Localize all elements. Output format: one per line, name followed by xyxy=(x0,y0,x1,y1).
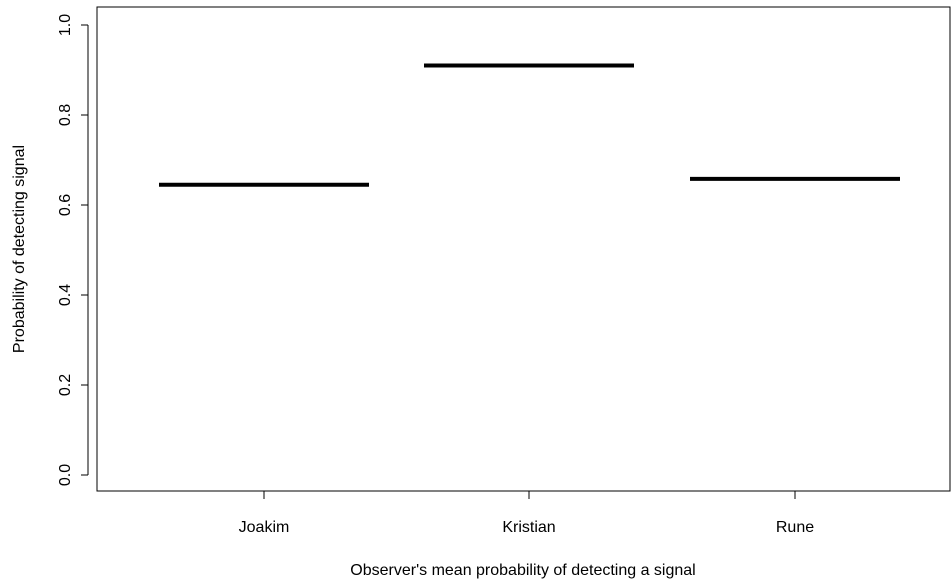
y-tick-label: 0.8 xyxy=(57,104,74,126)
y-axis-label: Probability of detecting signal xyxy=(11,145,28,353)
y-tick-label: 0.0 xyxy=(57,464,74,486)
y-axis: 0.0 0.2 0.4 0.6 0.8 1.0 xyxy=(57,14,89,486)
x-axis-label: Observer's mean probability of detecting… xyxy=(350,562,695,579)
data-segments xyxy=(159,63,900,187)
x-tick-label: Kristian xyxy=(502,519,555,536)
y-tick-label: 1.0 xyxy=(57,14,74,36)
plot-frame xyxy=(96,6,951,492)
y-tick-label: 0.4 xyxy=(57,284,74,306)
x-axis: Joakim Kristian Rune xyxy=(239,490,814,536)
y-tick-label: 0.2 xyxy=(57,374,74,396)
x-tick-label: Rune xyxy=(776,519,814,536)
x-tick-label: Joakim xyxy=(239,519,290,536)
y-tick-label: 0.6 xyxy=(57,194,74,216)
